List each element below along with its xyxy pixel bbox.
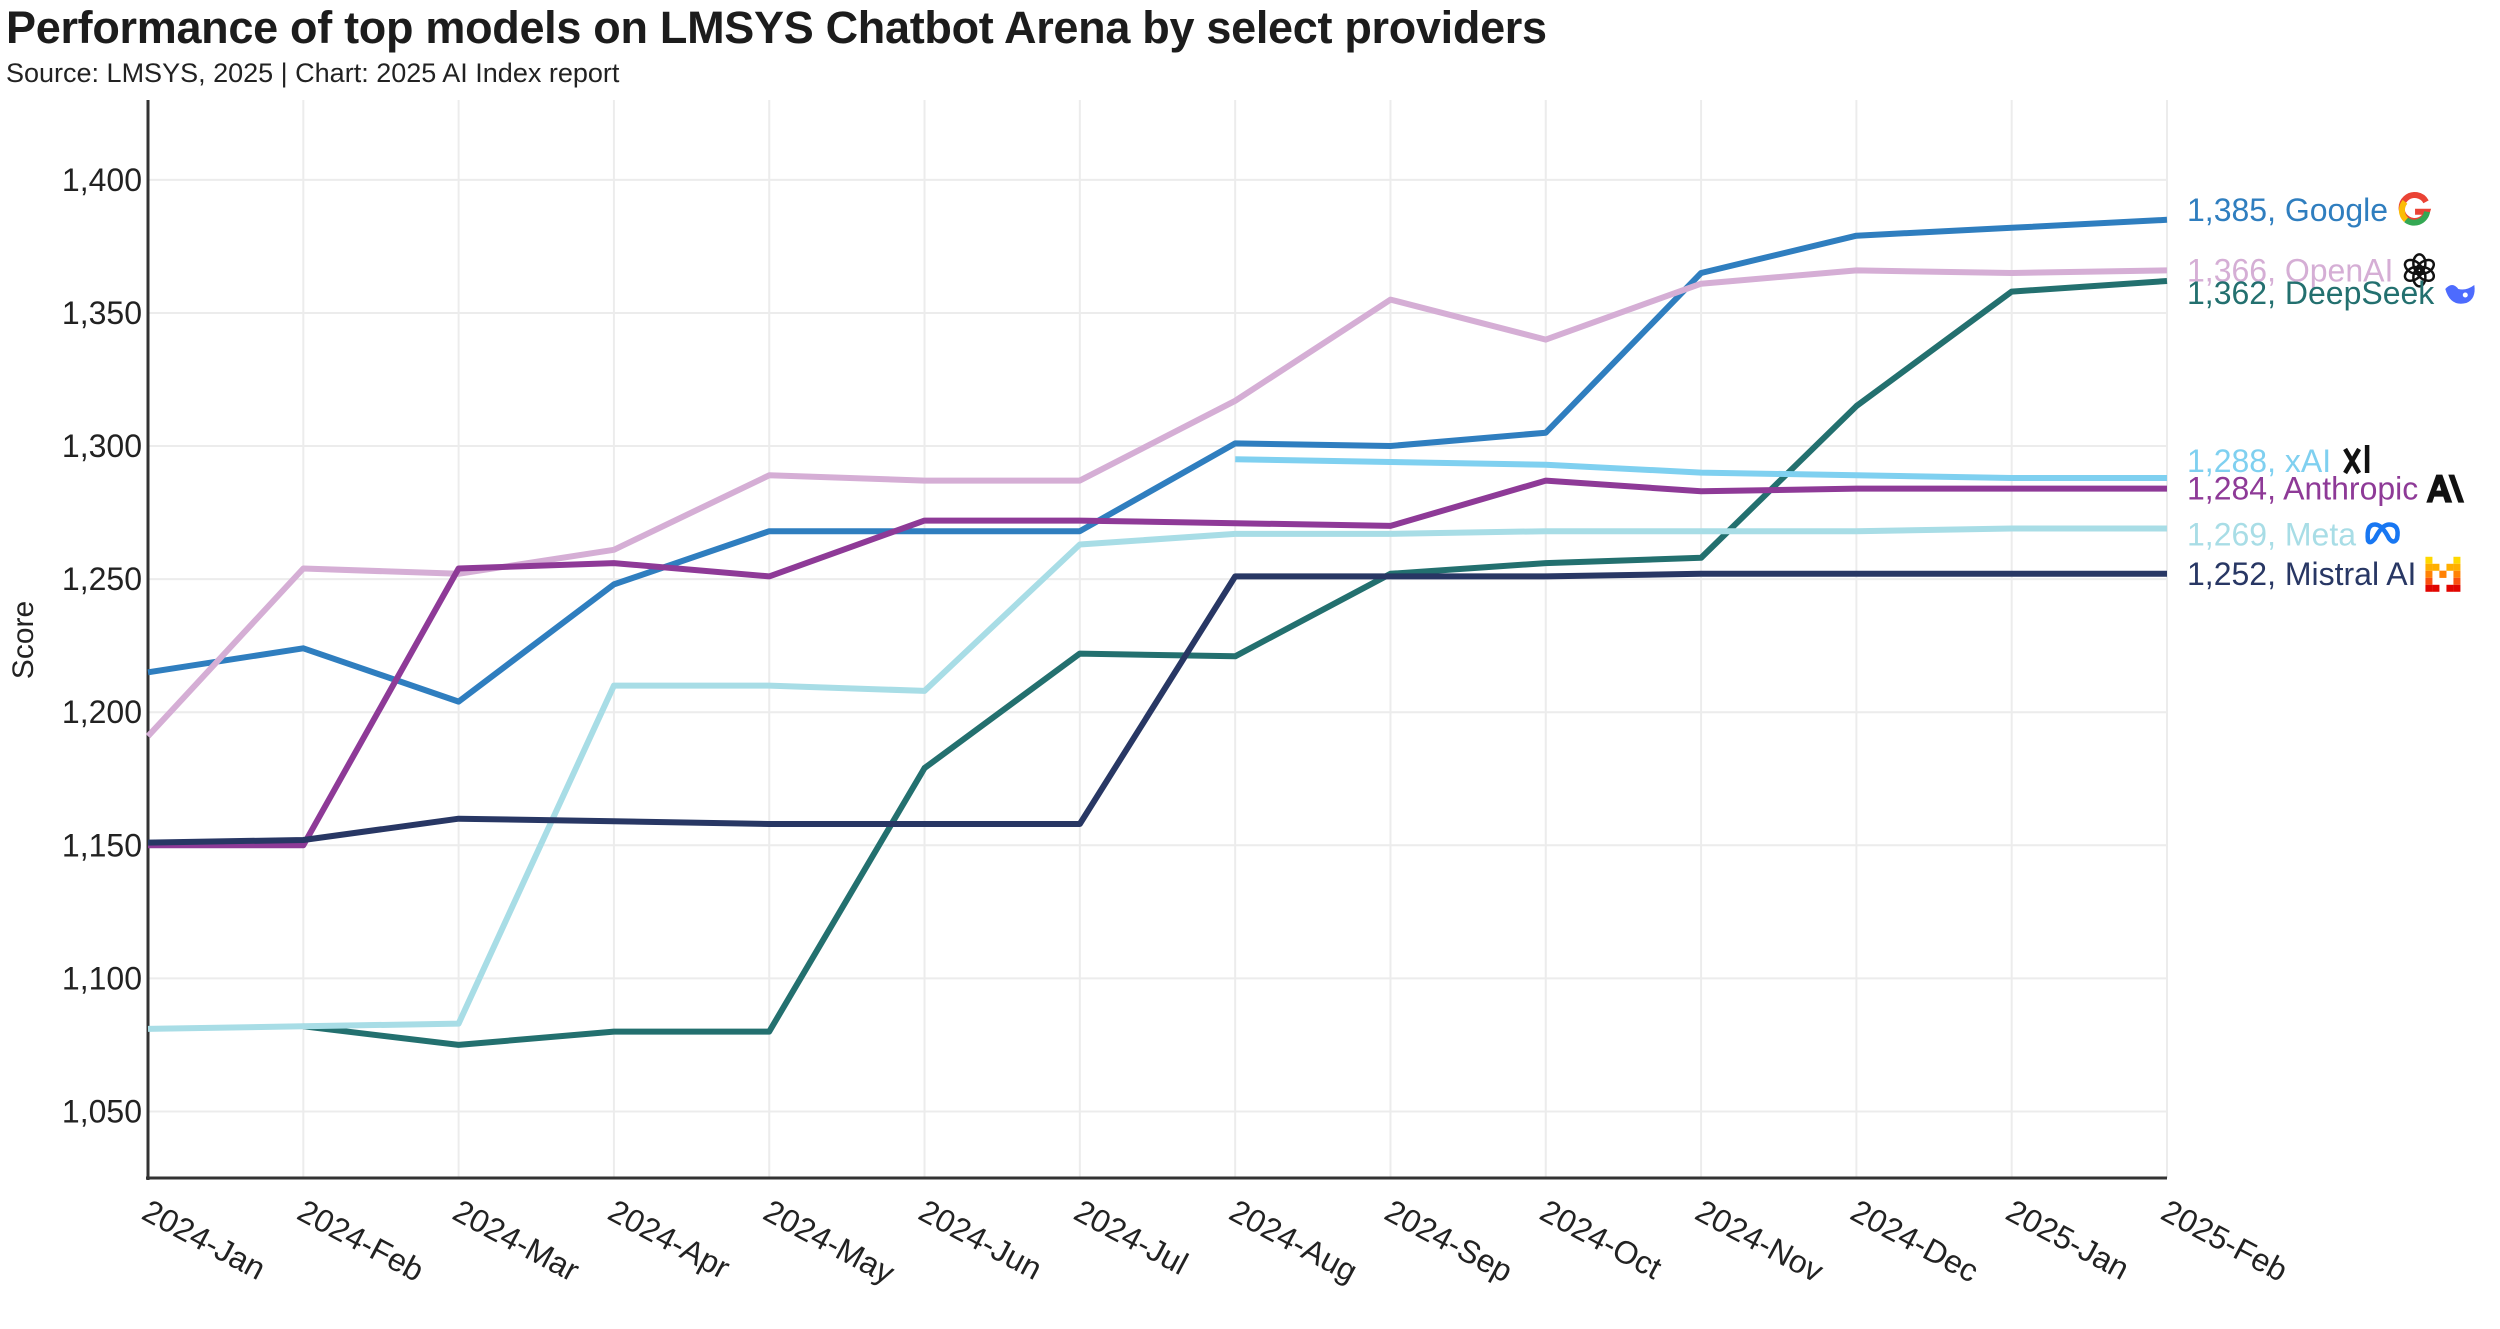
y-tick-label: 1,350 [62, 295, 142, 331]
y-tick-label: 1,400 [62, 162, 142, 198]
y-tick-label: 1,300 [62, 428, 142, 464]
x-tick-label: 2024-Jul [1069, 1192, 1194, 1281]
end-label-google: 1,385, Google [2187, 192, 2388, 228]
end-label-deepseek: 1,362, DeepSeek [2187, 275, 2435, 311]
deepseek-icon [2445, 284, 2475, 304]
x-tick-label: 2024-Dec [1845, 1192, 1984, 1289]
x-tick-label: 2025-Jan [2000, 1192, 2135, 1286]
anthropic-icon [2426, 474, 2465, 503]
series-line-openai [145, 267, 2168, 739]
x-tick-label: 2025-Feb [2156, 1192, 2294, 1288]
end-label-openai: 1,366, OpenAI [2187, 252, 2393, 288]
y-tick-label: 1,050 [62, 1093, 142, 1129]
x-tick-label: 2024-Jun [913, 1192, 1048, 1286]
end-label-mistral-ai: 1,252, Mistral AI [2187, 556, 2416, 592]
end-label-anthropic: 1,284, Anthropic [2187, 471, 2418, 507]
x-tick-label: 2024-Jan [137, 1192, 272, 1286]
x-tick-label: 2024-Aug [1224, 1192, 1363, 1289]
y-tick-label: 1,150 [62, 827, 142, 863]
x-tick-label: 2024-May [758, 1192, 901, 1291]
x-tick-label: 2024-Mar [447, 1192, 585, 1288]
end-label-xai: 1,288, xAI [2187, 443, 2331, 479]
x-tick-label: 2024-Nov [1690, 1192, 1829, 1289]
series-line-anthropic [148, 477, 2167, 849]
series-line-xai [1235, 456, 2167, 481]
openai-icon [2403, 253, 2436, 288]
xai-icon [2343, 444, 2370, 475]
series-line-google [147, 216, 2168, 705]
y-tick-label: 1,250 [62, 561, 142, 597]
series-line-meta [147, 525, 2167, 1032]
x-tick-label: 2024-Sep [1379, 1192, 1518, 1289]
chart-title: Performance of top models on LMSYS Chatb… [6, 2, 1547, 53]
y-tick-label: 1,200 [62, 694, 142, 730]
y-tick-label: 1,100 [62, 960, 142, 996]
end-label-meta: 1,269, Meta [2187, 517, 2356, 553]
series-line-mistral-ai [147, 570, 2167, 846]
y-axis-title: Score [7, 601, 40, 679]
x-tick-label: 2024-Apr [603, 1192, 736, 1286]
gridlines [148, 100, 2168, 1178]
x-tick-label: 2024-Oct [1534, 1192, 1667, 1286]
series-line-deepseek [302, 278, 2168, 1048]
meta-icon [2365, 522, 2400, 545]
chart-subtitle: Source: LMSYS, 2025 | Chart: 2025 AI Ind… [6, 58, 620, 88]
google-icon [2398, 192, 2432, 226]
series-lines [145, 216, 2168, 1048]
x-tick-label: 2024-Feb [292, 1192, 430, 1288]
mistral-icon [2425, 556, 2461, 592]
